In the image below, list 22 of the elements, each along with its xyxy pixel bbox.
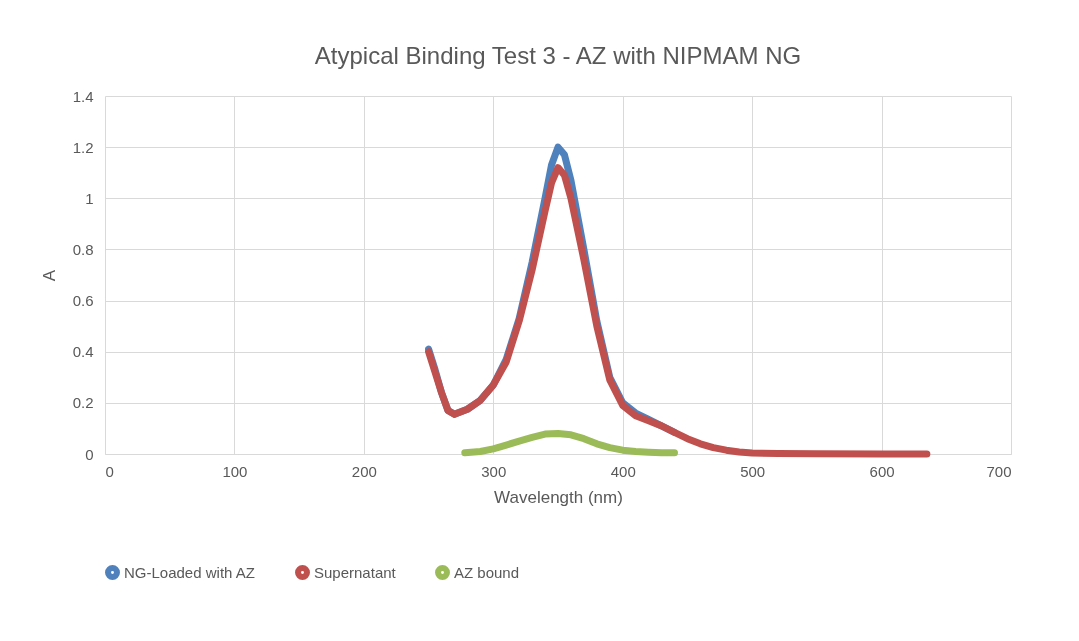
y-tick-label: 1.4	[72, 87, 94, 105]
legend-label: Supernatant	[314, 563, 397, 581]
legend-label: NG-Loaded with AZ	[124, 563, 255, 581]
y-tick-label: 0.2	[72, 394, 94, 412]
y-axis-title: A	[39, 269, 59, 282]
x-tick-label: 300	[481, 462, 507, 480]
x-tick-label: 0	[105, 462, 114, 480]
x-axis-title: Wavelength (nm)	[494, 487, 623, 507]
y-tick-label: 0	[85, 445, 94, 463]
x-tick-label: 100	[222, 462, 248, 480]
y-tick-label: 0.6	[72, 292, 94, 310]
x-tick-label: 600	[869, 462, 895, 480]
chart-title: Atypical Binding Test 3 - AZ with NIPMAM NG	[314, 42, 802, 69]
x-tick-label: 200	[351, 462, 377, 480]
y-tick-label: 1	[85, 189, 94, 207]
y-tick-label: 0.8	[72, 240, 94, 258]
legend-label: AZ bound	[454, 563, 520, 581]
y-tick-label: 0.4	[72, 343, 94, 361]
x-tick-label: 400	[610, 462, 636, 480]
x-tick-label: 500	[740, 462, 766, 480]
y-tick-label: 1.2	[72, 138, 94, 156]
x-tick-label: 700	[986, 462, 1012, 480]
